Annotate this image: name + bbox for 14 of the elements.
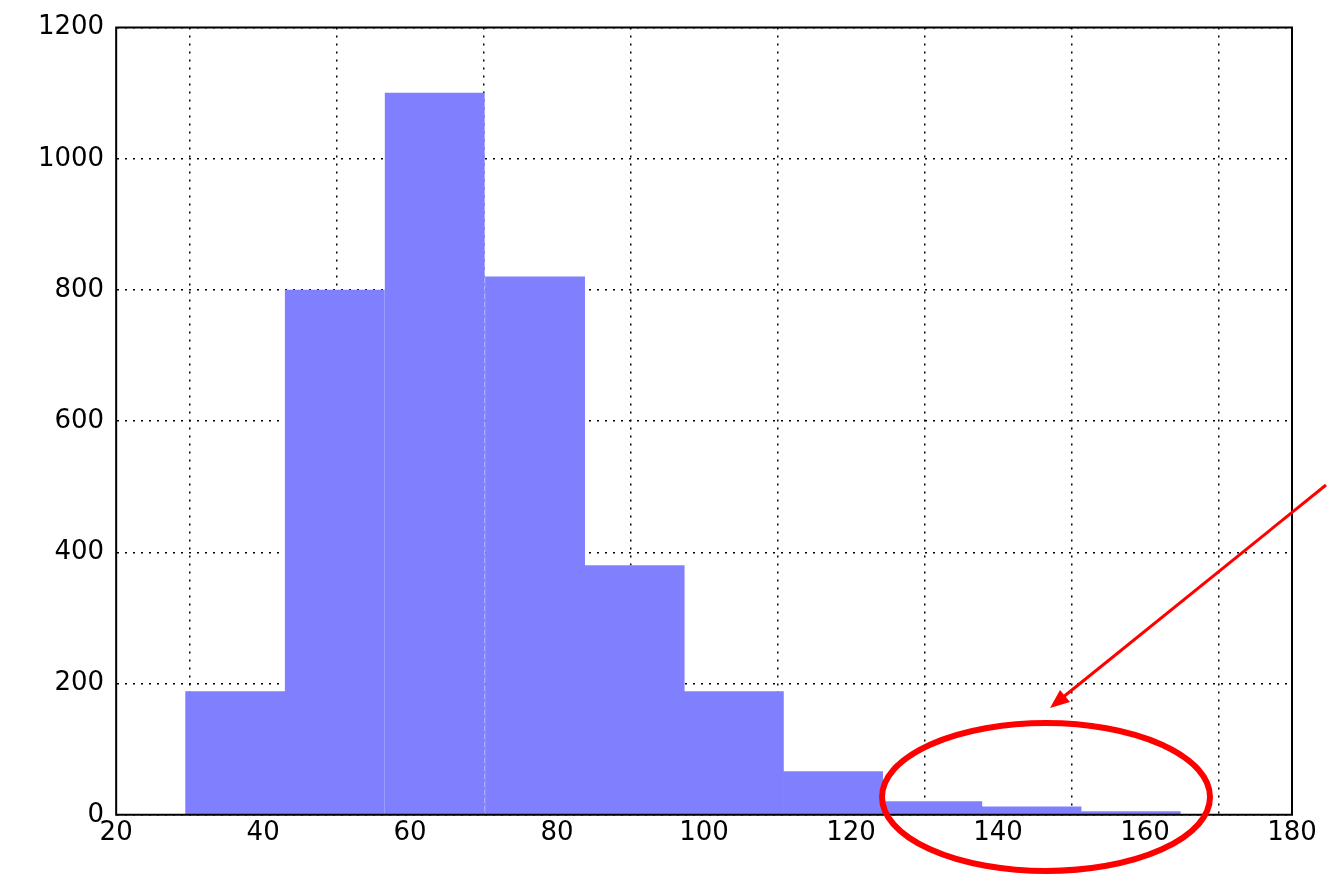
y-tick-label: 1000 <box>38 141 105 172</box>
x-tick-label: 140 <box>973 816 1023 847</box>
x-tick-label: 120 <box>826 816 876 847</box>
y-tick-label: 400 <box>54 535 105 566</box>
x-tick-label: 80 <box>540 816 574 847</box>
y-tick-label: 600 <box>54 403 105 434</box>
x-tick-label: 160 <box>1120 816 1170 847</box>
x-tick-label: 100 <box>679 816 729 847</box>
y-tick-label: 800 <box>54 272 105 303</box>
x-tick-label: 180 <box>1267 816 1317 847</box>
x-tick-label: 60 <box>393 816 427 847</box>
y-tick-label: 200 <box>54 666 105 697</box>
y-tick-label: 1200 <box>38 10 105 41</box>
x-tick-label: 40 <box>246 816 280 847</box>
